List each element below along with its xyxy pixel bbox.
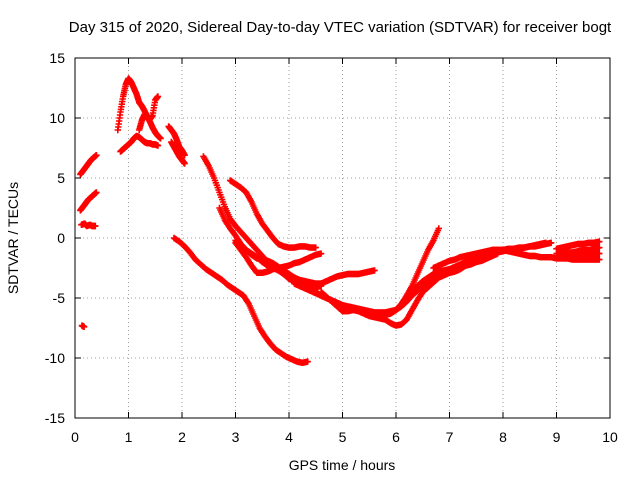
series-arc-4: [78, 322, 88, 330]
x-tick-label: 1: [125, 429, 133, 445]
x-tick-label: 6: [392, 429, 400, 445]
x-tick-label: 2: [178, 429, 186, 445]
y-tick-label: 15: [49, 50, 65, 66]
x-tick-label: 7: [446, 429, 454, 445]
x-tick-label: 9: [553, 429, 561, 445]
series-arc-11: [170, 234, 311, 366]
data-point-marker: [317, 250, 325, 257]
y-tick-label: -5: [53, 290, 66, 306]
data-point-marker: [596, 250, 603, 257]
series-arc-21: [430, 239, 555, 272]
chart-title: Day 315 of 2020, Sidereal Day-to-day VTE…: [69, 19, 612, 36]
y-tick-label: 5: [57, 170, 65, 186]
series-arc-22: [553, 238, 603, 252]
x-axis-label: GPS time / hours: [289, 457, 396, 473]
series-arc-19: [312, 267, 378, 290]
series-arc-14: [226, 177, 319, 251]
data-point-marker: [181, 160, 188, 167]
y-tick-label: -10: [45, 350, 65, 366]
series-arc-2: [77, 189, 100, 214]
data-point-marker: [92, 222, 99, 230]
data-point-marker: [181, 152, 188, 159]
data-point-marker: [80, 323, 88, 330]
data-point-marker: [596, 256, 603, 263]
data-point-marker: [304, 358, 311, 365]
x-tick-label: 8: [499, 429, 507, 445]
series-arc-3: [78, 220, 99, 230]
y-tick-label: 10: [49, 110, 65, 126]
data-point-marker: [93, 189, 100, 196]
grid: [75, 58, 610, 418]
series-arc-8: [117, 132, 162, 155]
series-arc-7: [136, 111, 164, 142]
x-tick-label: 5: [339, 429, 347, 445]
y-axis-label: SDTVAR / TECUs: [5, 182, 21, 294]
series-arc-20: [403, 250, 501, 299]
series-arc-1: [77, 152, 100, 178]
series-arc-10: [168, 138, 188, 167]
data-point-marker: [596, 238, 603, 245]
series-arc-9: [165, 123, 188, 159]
data-point-marker: [547, 239, 555, 246]
data-point-marker: [154, 93, 162, 100]
y-tick-label: 0: [57, 230, 65, 246]
data-point-marker: [371, 267, 378, 274]
series-arc-16: [232, 239, 325, 276]
x-tick-label: 4: [285, 429, 293, 445]
data-point-marker: [312, 244, 319, 251]
series-arc-24: [564, 250, 603, 260]
data-points: [77, 75, 603, 366]
data-point-marker: [93, 152, 100, 159]
data-point-marker: [154, 142, 162, 149]
x-tick-label: 3: [232, 429, 240, 445]
data-point-marker: [157, 135, 164, 142]
axis-ticks: 0 1 2 3 4 5 6 7 8 9 10 -15 -10 -5 0 5 10 15: [45, 50, 618, 445]
x-tick-label: 10: [602, 429, 618, 445]
y-tick-label: -15: [45, 410, 65, 426]
x-tick-label: 0: [71, 429, 79, 445]
data-point-marker: [435, 225, 442, 232]
data-point-marker: [596, 244, 603, 251]
series-arc-5: [114, 75, 143, 134]
